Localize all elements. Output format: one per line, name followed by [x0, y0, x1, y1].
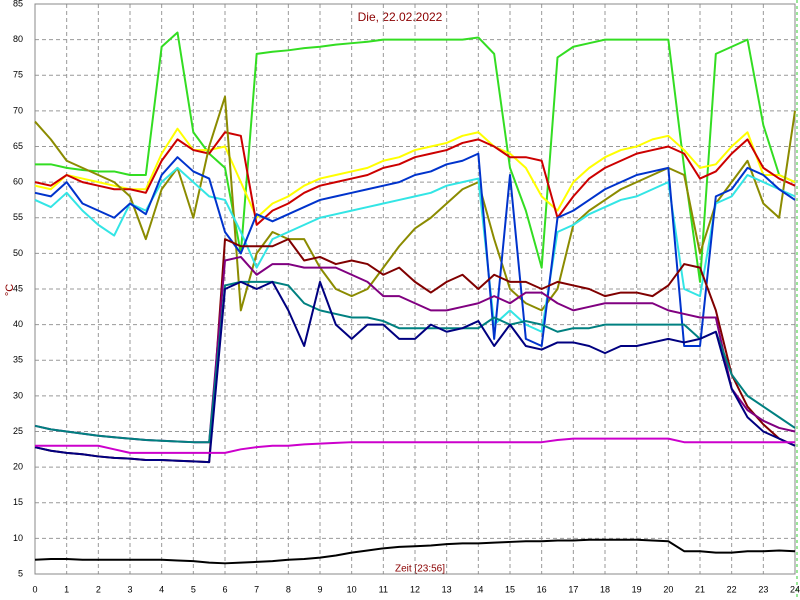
- series-line: [34, 152, 796, 347]
- x-tick-label: 12: [410, 584, 420, 594]
- y-tick-label: 20: [13, 462, 23, 472]
- plot-frame: [34, 3, 796, 575]
- chart-title: Die, 22.02.2022: [358, 10, 443, 24]
- x-tick-label: 11: [379, 584, 388, 594]
- y-axis-label: °C: [4, 284, 16, 296]
- y-tick-label: 15: [13, 497, 23, 507]
- y-tick-label: 60: [13, 177, 23, 187]
- x-tick-label: 24: [790, 584, 800, 594]
- series-line: [35, 31, 796, 283]
- x-tick-label: 10: [347, 584, 357, 594]
- y-tick-label: 5: [18, 568, 23, 578]
- x-tick-label: 23: [758, 584, 768, 594]
- x-tick-label: 5: [191, 584, 196, 594]
- y-tick-label: 70: [13, 105, 23, 115]
- x-tick-label: 4: [159, 584, 164, 594]
- x-tick-label: 22: [727, 584, 737, 594]
- x-tick-label: 15: [505, 584, 515, 594]
- x-tick-label: 0: [32, 584, 37, 594]
- x-tick-label: 21: [695, 584, 705, 594]
- y-tick-label: 35: [13, 355, 23, 365]
- x-tick-label: 8: [286, 584, 291, 594]
- y-tick-label: 75: [13, 70, 23, 80]
- y-tick-label: 85: [13, 0, 23, 8]
- x-tick-label: 13: [442, 584, 452, 594]
- series-line: [35, 437, 795, 454]
- x-tick-label: 18: [600, 584, 610, 594]
- x-tick-label: 20: [663, 584, 673, 594]
- y-tick-label: 25: [13, 426, 23, 436]
- x-tick-label: 19: [632, 584, 642, 594]
- x-tick-label: 14: [473, 584, 483, 594]
- x-tick-label: 2: [96, 584, 101, 594]
- x-tick-label: 9: [317, 584, 322, 594]
- y-tick-label: 50: [13, 248, 23, 258]
- series-line: [34, 538, 796, 565]
- y-tick-label: 10: [13, 533, 23, 543]
- y-tick-label: 45: [13, 283, 23, 293]
- x-tick-label: 16: [537, 584, 547, 594]
- x-tick-label: 7: [254, 584, 259, 594]
- x-tick-label: 1: [64, 584, 69, 594]
- series-line: [34, 280, 796, 464]
- x-tick-label: 3: [127, 584, 132, 594]
- y-tick-label: 30: [13, 390, 23, 400]
- series-line: [34, 131, 796, 226]
- y-tick-label: 80: [13, 34, 23, 44]
- series-line: [34, 127, 796, 219]
- x-axis-label: Zeit [23:56]: [395, 564, 445, 575]
- y-tick-label: 40: [13, 319, 23, 329]
- y-tick-label: 65: [13, 141, 23, 151]
- x-tick-label: 17: [568, 584, 578, 594]
- x-tick-label: 6: [222, 584, 227, 594]
- y-tick-label: 55: [13, 212, 23, 222]
- series-line: [34, 166, 796, 333]
- series-line: [34, 280, 796, 444]
